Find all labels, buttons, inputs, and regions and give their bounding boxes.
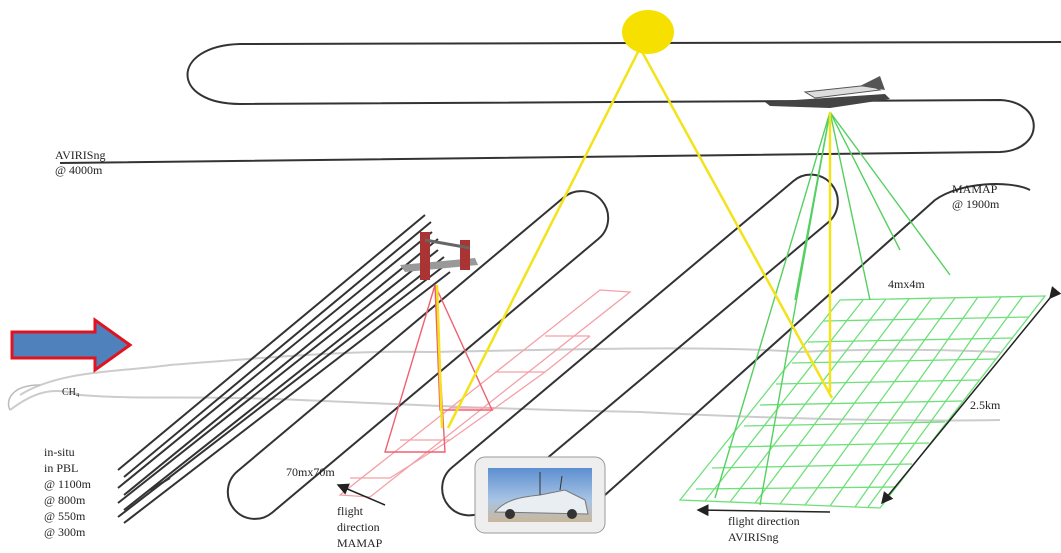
diagram: AVIRISng @ 4000m MAMAP @ 1900m 4mx4m 2.5… xyxy=(0,0,1061,553)
label: in-situ xyxy=(44,445,75,459)
label: 4mx4m xyxy=(888,277,925,291)
label: MAMAP xyxy=(952,182,998,196)
swath-arrow xyxy=(882,298,1050,503)
label: 70mx70m xyxy=(286,465,335,479)
label: @ 800m xyxy=(44,493,86,507)
label: AVIRISng xyxy=(728,530,778,544)
insitu-tracks xyxy=(118,215,450,523)
label: in PBL xyxy=(44,461,78,475)
label: @ 4000m xyxy=(55,163,103,177)
label: CH₄ xyxy=(62,387,80,398)
label: flight xyxy=(337,504,364,518)
label: @ 1100m xyxy=(44,477,92,491)
label: @ 300m xyxy=(44,525,86,539)
label: flight direction xyxy=(728,514,800,528)
avirisng-plane xyxy=(765,76,890,108)
label: @ 1900m xyxy=(952,197,1000,211)
label: @ 550m xyxy=(44,509,86,523)
plume-outline xyxy=(9,385,40,410)
direction-arrow xyxy=(698,510,830,512)
label: AVIRISng xyxy=(55,148,105,162)
car-photo xyxy=(475,457,605,533)
sun xyxy=(622,10,674,54)
label: direction xyxy=(337,520,380,534)
label: MAMAP xyxy=(337,536,383,550)
plume-outline xyxy=(10,391,1000,421)
avirisng-track xyxy=(60,42,1061,163)
label: 2.5km xyxy=(970,398,1001,412)
wind-arrow xyxy=(12,320,130,370)
